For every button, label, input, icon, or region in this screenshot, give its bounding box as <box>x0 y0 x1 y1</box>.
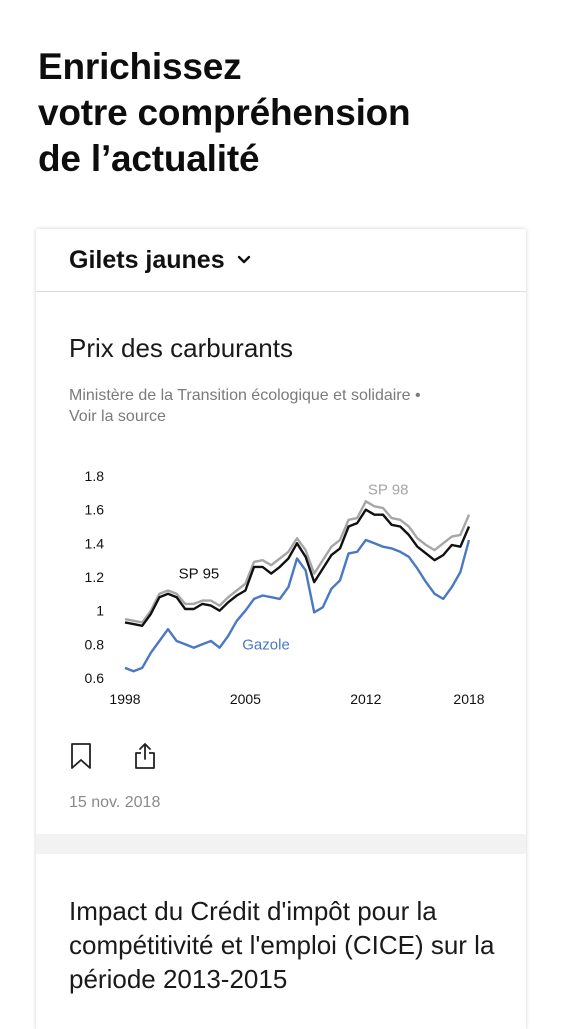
topic-selector[interactable]: Gilets jaunes <box>36 229 526 292</box>
y-tick-label: 1.8 <box>85 468 105 484</box>
series-label-sp-95: SP 95 <box>179 566 220 583</box>
article-source: Ministère de la Transition écologique et… <box>69 385 489 427</box>
series-line-sp-95 <box>124 508 471 627</box>
hero-line-3: de l’actualité <box>38 138 260 179</box>
hero-line-2: votre compréhension <box>38 92 411 133</box>
y-tick-label: 0.8 <box>85 636 105 652</box>
article-fuel-prices[interactable]: Prix des carburants Ministère de la Tran… <box>36 293 526 833</box>
source-link[interactable]: Voir la source <box>69 408 166 425</box>
hero-line-1: Enrichissez <box>38 46 242 87</box>
article-title: Prix des carburants <box>69 333 293 363</box>
article-actions <box>69 742 157 770</box>
y-tick-label: 1 <box>96 603 104 619</box>
y-tick-label: 0.6 <box>85 670 105 686</box>
y-tick-label: 1.4 <box>85 535 105 551</box>
x-tick-label: 2005 <box>230 691 261 707</box>
article-date: 15 nov. 2018 <box>69 794 161 811</box>
series-label-gazole: Gazole <box>242 636 290 653</box>
x-tick-label: 1998 <box>109 691 140 707</box>
bookmark-icon[interactable] <box>69 742 93 770</box>
series-label-sp-98: SP 98 <box>368 482 409 499</box>
card-separator <box>36 834 526 854</box>
y-tick-label: 1.6 <box>85 502 105 518</box>
topic-name: Gilets jaunes <box>69 245 225 274</box>
source-name: Ministère de la Transition écologique et… <box>69 387 421 404</box>
topic-card: Gilets jaunes Prix des carburants Minist… <box>36 229 526 1029</box>
series-line-gazole <box>124 538 471 673</box>
y-tick-label: 1.2 <box>85 569 105 585</box>
chevron-down-icon <box>237 252 253 268</box>
x-tick-label: 2012 <box>350 691 381 707</box>
x-tick-label: 2018 <box>453 691 484 707</box>
article-cice-title[interactable]: Impact du Crédit d'impôt pour la compéti… <box>69 896 495 994</box>
series-line-sp-98 <box>124 500 471 624</box>
share-icon[interactable] <box>133 742 157 770</box>
hero-heading: Enrichissez votre compréhension de l’act… <box>38 44 538 182</box>
